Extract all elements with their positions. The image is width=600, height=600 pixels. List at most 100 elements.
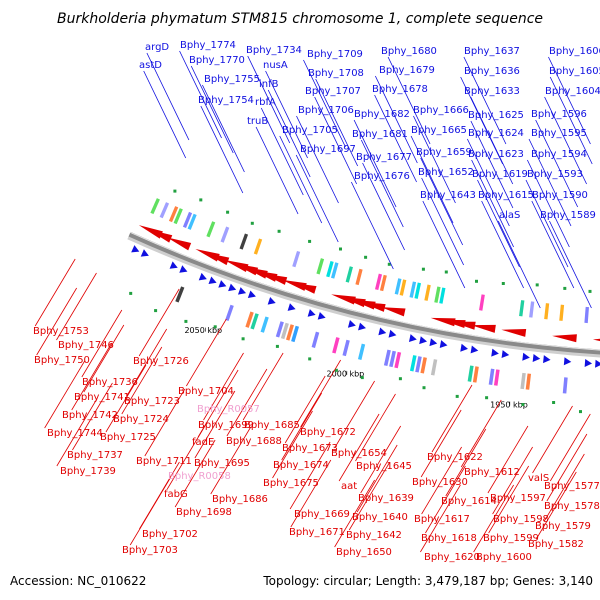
forward-gene-arrow: [439, 340, 448, 349]
feature-block: [173, 208, 183, 225]
callout-line: [420, 409, 462, 478]
gene-label-reverse: Bphy_1725: [100, 432, 156, 443]
callout-line: [532, 405, 573, 474]
gene-label-reverse: Bphy_1702: [142, 529, 198, 540]
feature-block: [332, 337, 340, 354]
feature-block: [374, 273, 383, 291]
callout-line: [143, 70, 187, 159]
gene-label-forward: Bphy_1679: [379, 65, 435, 76]
gene-label-forward: alaS: [499, 210, 520, 221]
callout-line: [531, 200, 575, 289]
feature-block: [430, 359, 438, 376]
gene-label-forward: Bphy_1666: [413, 105, 469, 116]
callout-line: [421, 177, 464, 266]
callout-line: [422, 200, 466, 289]
feature-block: [439, 287, 446, 304]
gene-label-reverse: valS: [528, 473, 549, 484]
reverse-gene-arrow: [552, 334, 577, 343]
gene-label-reverse: Bphy_1578: [544, 501, 600, 512]
gene-label-forward: Bphy_1707: [305, 86, 361, 97]
gene-label-forward: Bphy_1595: [531, 128, 587, 139]
marker-tick: [501, 282, 505, 285]
feature-block: [383, 349, 391, 366]
marker-tick: [364, 255, 368, 259]
feature-block: [409, 355, 417, 372]
callout-line: [56, 398, 98, 467]
summary-text: Topology: circular; Length: 3,479,187 bp…: [262, 574, 593, 588]
gene-label-reverse: Bphy_1711: [136, 456, 192, 467]
gene-label-forward: Bphy_1589: [540, 210, 596, 221]
gene-label-reverse: Bphy_1642: [346, 530, 402, 541]
callout-line: [549, 220, 592, 309]
callout-line: [194, 390, 236, 459]
reverse-gene-arrow: [243, 266, 268, 279]
feature-block: [399, 279, 407, 296]
accession-text: Accession: NC_010622: [10, 574, 146, 588]
forward-gene-arrow: [378, 327, 387, 336]
gene-label-forward: Bphy_1774: [180, 40, 236, 51]
gene-label-reverse: Bphy_1741: [74, 392, 130, 403]
callout-line: [210, 426, 252, 495]
gene-label-rna: Bphy_R0058: [168, 471, 231, 482]
marker-tick: [213, 325, 217, 329]
gene-label-reverse: Bphy_1671: [289, 527, 345, 538]
gene-label-reverse: Bphy_1617: [414, 514, 470, 525]
feature-block: [291, 325, 300, 343]
gene-label-reverse: Bphy_1688: [226, 436, 282, 447]
feature-block: [379, 274, 387, 292]
gene-label-forward: Bphy_1677: [356, 152, 412, 163]
marker-tick: [387, 262, 391, 266]
gene-label-reverse: Bphy_1654: [331, 448, 387, 459]
callout-line: [535, 119, 579, 208]
gene-label-reverse: Bphy_1703: [122, 545, 178, 556]
callout-line: [374, 75, 418, 164]
callout-line: [174, 439, 216, 508]
feature-block: [345, 266, 353, 283]
forward-gene-arrow: [169, 261, 178, 269]
reverse-gene-arrow: [253, 270, 278, 282]
forward-gene-arrow: [584, 358, 593, 367]
callout-line: [203, 352, 244, 421]
callout-line: [360, 139, 404, 228]
forward-gene-arrow: [491, 348, 499, 357]
feature-block: [409, 281, 417, 298]
callout-line: [190, 65, 234, 154]
gene-label-reverse: aat: [341, 481, 357, 492]
marker-tick: [129, 291, 133, 295]
callout-line: [374, 94, 417, 183]
gene-label-reverse: Bphy_1726: [133, 356, 189, 367]
feature-block: [206, 221, 216, 238]
reverse-gene-arrow: [331, 294, 356, 305]
gene-label-forward: Bphy_1705: [282, 125, 338, 136]
gene-label-reverse: Bphy_1674: [273, 460, 329, 471]
gene-label-reverse: Bphy_1582: [528, 539, 584, 550]
feature-block: [488, 368, 495, 385]
gene-label-forward: Bphy_1637: [464, 46, 520, 57]
gene-label-rna: Bphy_R0057: [197, 404, 260, 415]
gene-label-reverse: Bphy_1579: [535, 521, 591, 532]
forward-gene-arrow: [388, 329, 397, 338]
gene-label-reverse: Bphy_1630: [412, 477, 468, 488]
callout-line: [289, 441, 331, 510]
feature-block: [479, 294, 485, 311]
gene-label-forward: Bphy_1676: [354, 171, 410, 182]
feature-block: [250, 313, 259, 330]
gene-label-forward: Bphy_1643: [420, 190, 476, 201]
callout-line: [315, 78, 359, 167]
callout-line: [303, 59, 346, 148]
gene-label-reverse: Bphy_1669: [294, 509, 350, 520]
forward-gene-arrow: [228, 283, 237, 292]
gene-label-forward: infB: [259, 79, 279, 90]
marker-tick: [360, 376, 364, 380]
reverse-gene-arrow: [501, 328, 527, 337]
marker-tick: [421, 267, 425, 271]
callout-line: [477, 179, 520, 268]
gene-label-reverse: Bphy_1673: [282, 443, 338, 454]
feature-block: [355, 268, 363, 286]
gene-label-forward: argD: [145, 42, 169, 53]
scale-label: 1950 kbp: [490, 401, 528, 410]
callout-line: [492, 446, 533, 515]
callout-line: [420, 157, 464, 246]
gene-label-forward: Bphy_1619: [472, 169, 528, 180]
marker-tick: [226, 210, 230, 214]
